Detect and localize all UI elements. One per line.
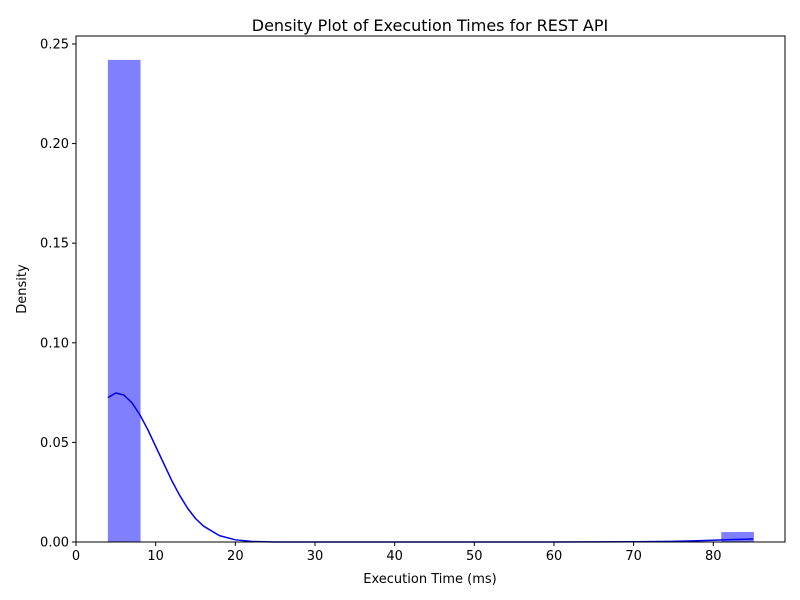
x-tick-label-1: 10	[147, 549, 164, 564]
y-tick-label-2: 0.10	[40, 336, 69, 351]
x-tick-label-0: 0	[72, 549, 80, 564]
plot-frame	[75, 35, 786, 543]
chart-title: Density Plot of Execution Times for REST…	[252, 16, 608, 35]
histogram-bar-1	[721, 532, 754, 542]
histogram-bar-0	[107, 59, 141, 542]
x-tick-label-3: 30	[307, 549, 324, 564]
x-tick-label-4: 40	[386, 549, 403, 564]
histogram-bars	[107, 59, 754, 542]
y-axis-label: Density	[15, 264, 30, 314]
x-tick-label-8: 80	[705, 549, 722, 564]
x-tick-label-7: 70	[625, 549, 642, 564]
y-tick-label-0: 0.00	[40, 536, 69, 551]
y-tick-label-1: 0.05	[40, 436, 69, 451]
y-tick-label-4: 0.20	[40, 137, 69, 152]
kde-curve	[107, 392, 754, 543]
x-tick-label-2: 20	[227, 549, 244, 564]
x-axis-label: Execution Time (ms)	[363, 572, 496, 587]
x-tick-label-6: 60	[546, 549, 563, 564]
x-tick-label-5: 50	[466, 549, 483, 564]
y-tick-label-3: 0.15	[40, 237, 69, 252]
kde-layer	[107, 392, 754, 543]
x-axis-ticks: 0 10 20 30 40 50 60 70 80	[72, 542, 722, 564]
y-axis-ticks: 0.00 0.05 0.10 0.15 0.20 0.25	[40, 37, 76, 551]
y-tick-label-5: 0.25	[40, 37, 69, 52]
